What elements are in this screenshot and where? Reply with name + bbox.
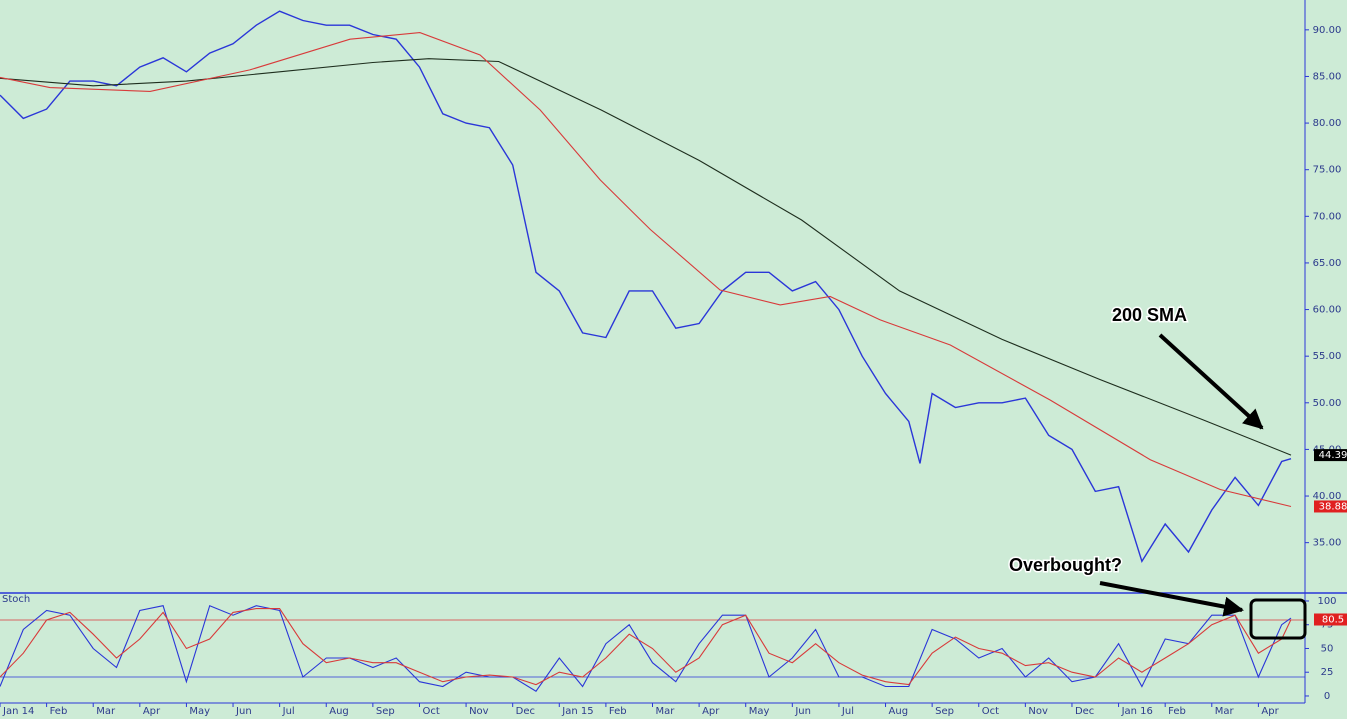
arrow xyxy=(1158,333,1264,430)
last-value-label: 80.5 xyxy=(1322,615,1344,626)
y-tick-label: 50.00 xyxy=(1313,398,1342,409)
x-tick-label: Nov xyxy=(1028,706,1048,717)
y-tick-label: 65.00 xyxy=(1313,258,1342,269)
x-tick-label: Apr xyxy=(1261,706,1279,717)
annotation: Overbought? xyxy=(1009,555,1122,575)
series-line xyxy=(0,608,1292,686)
x-tick-label: Feb xyxy=(1168,706,1186,717)
series-line xyxy=(0,32,1292,508)
y-tick-label: 40.00 xyxy=(1313,491,1342,502)
y-tick-label: 0 xyxy=(1324,691,1330,702)
x-tick-label: Jul xyxy=(282,706,295,717)
series-line xyxy=(0,58,1292,456)
x-tick-label: Aug xyxy=(889,706,909,717)
y-tick-label: 35.00 xyxy=(1313,538,1342,549)
x-tick-label: May xyxy=(189,706,210,717)
y-tick-label: 50 xyxy=(1321,643,1334,654)
y-tick-label: 70.00 xyxy=(1313,211,1342,222)
highlight-box xyxy=(1249,598,1307,640)
panel-title: Stoch xyxy=(2,594,30,605)
x-tick-label: Dec xyxy=(1075,706,1094,717)
x-tick-label: Oct xyxy=(982,706,999,717)
x-tick-label: Feb xyxy=(50,706,68,717)
x-tick-label: Jul xyxy=(841,706,854,717)
y-tick-label: 75.00 xyxy=(1313,165,1342,176)
annotation: 200 SMA xyxy=(1112,305,1187,325)
series-line xyxy=(0,604,1292,692)
plot: 35.0040.0045.0050.0055.0060.0065.0070.00… xyxy=(0,10,1347,717)
x-tick-label: Jun xyxy=(794,706,811,717)
x-tick-label: Sep xyxy=(935,706,954,717)
x-tick-label: Jan 16 xyxy=(1121,706,1153,717)
x-tick-label: Oct xyxy=(422,706,439,717)
arrow xyxy=(1099,581,1244,617)
x-tick-label: Nov xyxy=(469,706,489,717)
x-tick-label: Mar xyxy=(1215,706,1235,717)
y-tick-label: 60.00 xyxy=(1313,305,1342,316)
last-value-box xyxy=(1314,613,1347,626)
x-tick-label: Aug xyxy=(329,706,349,717)
x-tick-label: Jan 14 xyxy=(2,706,34,717)
last-value-label: 38.88 xyxy=(1319,501,1347,512)
last-value-box xyxy=(1314,449,1347,462)
x-tick-label: Feb xyxy=(609,706,627,717)
series-line xyxy=(0,10,1292,563)
y-tick-label: 85.00 xyxy=(1313,71,1342,82)
x-tick-label: Apr xyxy=(702,706,720,717)
last-value-box xyxy=(1314,500,1347,513)
x-tick-label: Jan 15 xyxy=(561,706,593,717)
x-tick-label: Apr xyxy=(143,706,161,717)
last-value-label: 44.39 xyxy=(1319,450,1347,461)
x-tick-label: May xyxy=(749,706,770,717)
y-tick-label: 90.00 xyxy=(1313,25,1342,36)
y-tick-label: 25 xyxy=(1321,667,1334,678)
y-tick-label: 100 xyxy=(1317,596,1336,607)
x-tick-label: Jun xyxy=(235,706,252,717)
x-tick-label: Mar xyxy=(656,706,676,717)
x-tick-label: Mar xyxy=(96,706,116,717)
y-tick-label: 80.00 xyxy=(1313,118,1342,129)
x-tick-label: Dec xyxy=(516,706,535,717)
y-tick-label: 55.00 xyxy=(1313,351,1342,362)
x-tick-label: Sep xyxy=(376,706,395,717)
